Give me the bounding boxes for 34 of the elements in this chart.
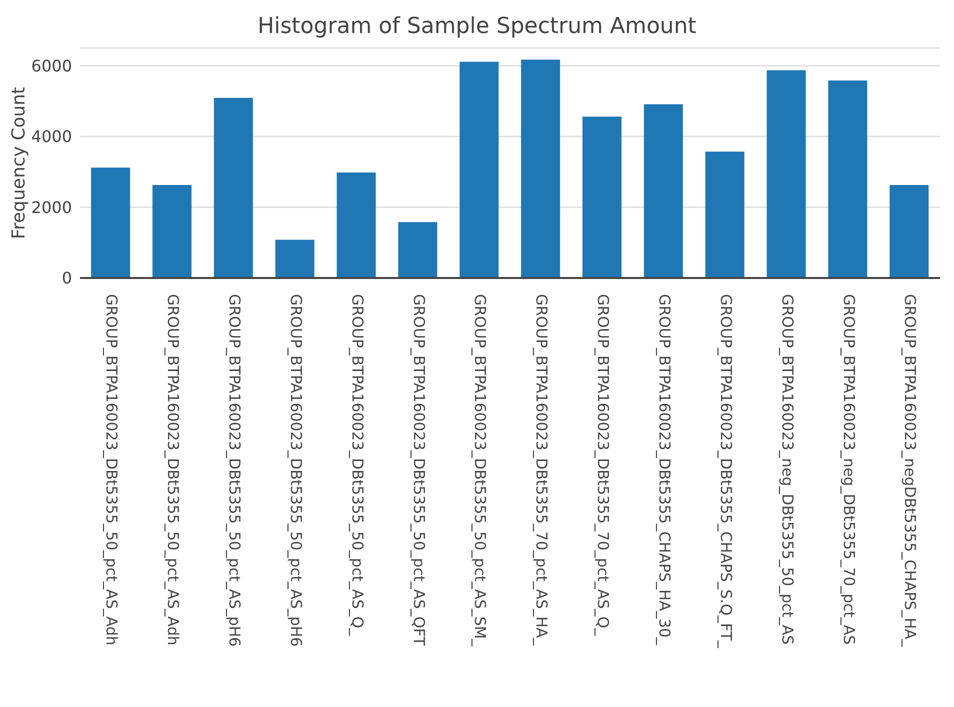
- chart-title: Histogram of Sample Spectrum Amount: [256, 14, 698, 39]
- bar: [152, 184, 192, 278]
- x-tick-label: GROUP_BTPA160023_DBt5355_50_pct_AS_SM_: [471, 294, 490, 647]
- x-tick-label: GROUP_BTPA160023_DBt5355_50_pct_AS_pH6: [225, 294, 244, 647]
- x-tick-label: GROUP_BTPA160023_DBt5355_50_pct_AS_QFT: [410, 294, 428, 647]
- bar: [460, 62, 499, 278]
- bar: [766, 70, 806, 278]
- y-tick-label: 0: [62, 268, 72, 288]
- bar: [398, 222, 438, 278]
- bar: [521, 60, 560, 278]
- x-tick-label: GROUP_BTPA160023_DBt5355_CHAPS_S.Q_FT_: [716, 294, 735, 649]
- x-tick-label: GROUP_BTPA160023_DBt5355_70_pct_AS_Q_: [594, 294, 612, 636]
- bar: [828, 80, 868, 278]
- y-tick-label: 4000: [31, 127, 72, 146]
- y-axis-title: Frequency Count: [8, 86, 30, 240]
- x-tick-label: GROUP_BTPA160023_negDBt5355_CHAPS_HA_: [901, 294, 920, 648]
- bar: [644, 104, 683, 278]
- x-tick-label: GROUP_BTPA160023_DBt5355_50_pct_AS_Adh: [102, 294, 121, 646]
- x-tick-label: GROUP_BTPA160023_DBt5355_CHAPS_HA_30_: [655, 294, 674, 646]
- x-tick-label: GROUP_BTPA160023_DBt5355_50_pct_AS_pH6: [286, 294, 305, 647]
- y-tick-label: 2000: [31, 198, 72, 217]
- x-tick-label: GROUP_BTPA160023_neg_DBt5355_50_pct_AS: [778, 294, 796, 645]
- x-tick-label: GROUP_BTPA160023_DBt5355_50_pct_AS_Q_: [348, 294, 366, 636]
- bar: [91, 168, 130, 278]
- x-tick-label: GROUP_BTPA160023_DBt5355_70_pct_AS_HA_: [532, 294, 551, 646]
- x-tick-label: GROUP_BTPA160023_neg_DBt5355_70_pct_AS: [840, 294, 858, 645]
- bar: [275, 240, 314, 278]
- x-tick-label: GROUP_BTPA160023_DBt5355_50_pct_AS_Adh: [164, 294, 182, 646]
- bar: [705, 152, 744, 278]
- y-tick-label: 6000: [31, 56, 72, 76]
- bar: [336, 172, 376, 278]
- bar: [582, 116, 622, 278]
- bar: [214, 98, 253, 278]
- bar: [890, 184, 929, 278]
